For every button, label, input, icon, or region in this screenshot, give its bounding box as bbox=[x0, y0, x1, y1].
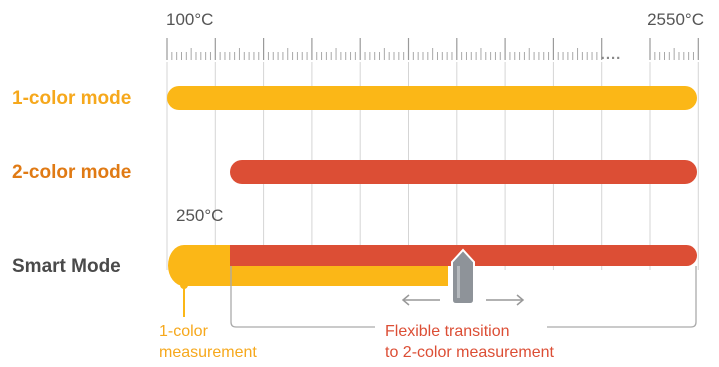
label-1-color-mode: 1-color mode bbox=[12, 88, 131, 109]
label-2-color-mode: 2-color mode bbox=[12, 162, 131, 183]
scale-end-label: 2550°C bbox=[647, 10, 704, 29]
annotation-1-color-line2: measurement bbox=[159, 344, 257, 361]
annotation-transition-line1: Flexible transition bbox=[385, 323, 510, 340]
label-smart-mode: Smart Mode bbox=[12, 256, 121, 277]
annotation-1-color-line1: 1-color bbox=[159, 323, 209, 340]
transition-slider-handle[interactable] bbox=[451, 248, 475, 305]
bar-2-color-mode bbox=[230, 160, 697, 184]
scale-start-label: 100°C bbox=[166, 10, 213, 29]
slide-left-arrow bbox=[401, 294, 440, 306]
bar-1-color-mode bbox=[167, 86, 697, 110]
slider-highlight bbox=[457, 266, 460, 298]
slide-right-arrow bbox=[486, 294, 525, 306]
scale-ellipsis: .... bbox=[601, 46, 622, 63]
marker-250-label: 250°C bbox=[176, 206, 223, 225]
one-color-pin-dot bbox=[180, 281, 188, 289]
annotation-transition-line2: to 2-color measurement bbox=[385, 344, 555, 361]
transition-bracket bbox=[230, 266, 697, 328]
temperature-ruler bbox=[166, 38, 699, 60]
bar-smart-1-color bbox=[168, 245, 448, 286]
